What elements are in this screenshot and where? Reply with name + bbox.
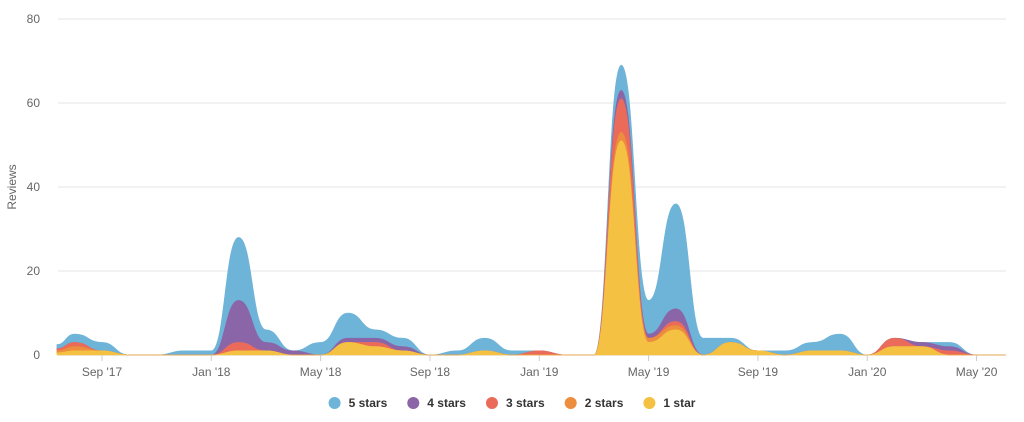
x-axis: Sep '17 Jan '18 May '18 Sep '18 Jan '19 May '… bbox=[82, 355, 998, 379]
y-tick-label: 40 bbox=[27, 180, 41, 194]
x-tick-label: Sep '19 bbox=[738, 365, 779, 379]
legend-label-5-stars[interactable]: 5 stars bbox=[349, 396, 388, 410]
grid bbox=[58, 18, 1006, 356]
area-series-2-stars bbox=[56, 132, 1006, 356]
legend-marker-1-star[interactable] bbox=[643, 397, 656, 409]
legend-marker-5-stars[interactable] bbox=[328, 397, 341, 409]
x-tick-label: May '20 bbox=[956, 365, 998, 379]
legend-marker-4-stars[interactable] bbox=[407, 397, 420, 409]
legend-label-4-stars[interactable]: 4 stars bbox=[427, 396, 466, 410]
x-tick-label: May '18 bbox=[300, 365, 342, 379]
legend-marker-3-stars[interactable] bbox=[485, 397, 498, 409]
x-tick-label: Jan '19 bbox=[520, 365, 559, 379]
area-series-3-stars bbox=[56, 98, 1006, 356]
y-tick-label: 80 bbox=[27, 12, 41, 26]
y-axis: 0 20 40 60 80 bbox=[27, 12, 41, 362]
area-series-4-stars bbox=[56, 90, 1006, 356]
legend-label-1-star[interactable]: 1 star bbox=[663, 396, 695, 410]
legend: 5 stars 4 stars 3 stars 2 stars 1 star bbox=[328, 396, 696, 410]
x-tick-label: May '19 bbox=[628, 365, 670, 379]
area-series-5-stars bbox=[56, 64, 1006, 356]
y-tick-label: 20 bbox=[27, 264, 41, 278]
area-series-1-star bbox=[56, 140, 1006, 356]
stacked-areas bbox=[56, 64, 1006, 356]
x-tick-label: Jan '18 bbox=[192, 365, 231, 379]
legend-label-3-stars[interactable]: 3 stars bbox=[506, 396, 545, 410]
y-tick-label: 0 bbox=[33, 348, 40, 362]
legend-label-2-stars[interactable]: 2 stars bbox=[585, 396, 624, 410]
y-tick-label: 60 bbox=[27, 96, 41, 110]
x-tick-label: Sep '17 bbox=[82, 365, 123, 379]
x-tick-label: Jan '20 bbox=[848, 365, 887, 379]
legend-marker-2-stars[interactable] bbox=[564, 397, 577, 409]
x-tick-label: Sep '18 bbox=[410, 365, 451, 379]
y-axis-title: Reviews bbox=[5, 164, 19, 209]
